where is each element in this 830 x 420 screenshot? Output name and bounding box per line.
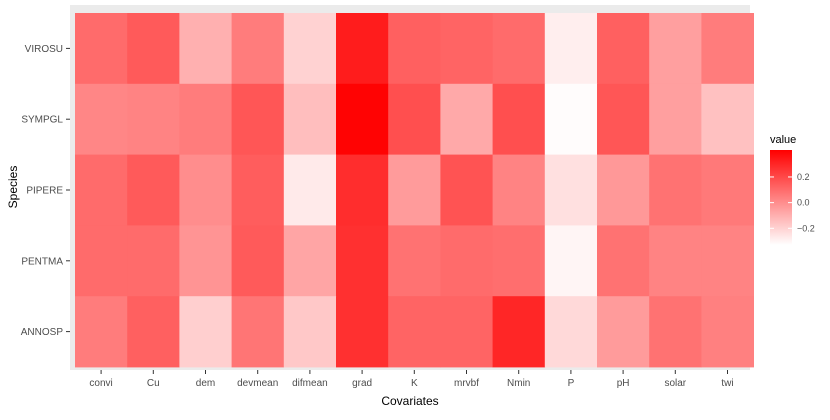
heatmap-cell-pipere-grad <box>336 154 389 226</box>
heatmap-cell-pipere-p <box>544 154 598 226</box>
heatmap-cell-pipere-mrvbf <box>440 154 493 226</box>
heatmap-cell-pentma-devmean <box>231 225 285 297</box>
heatmap-cell-pipere-k <box>388 154 441 226</box>
heatmap-cell-virosu-mrvbf <box>440 13 493 85</box>
x-tick-label: grad <box>352 378 372 389</box>
heatmap-cell-annosp-dem <box>179 296 232 368</box>
x-tick-label: convi <box>89 378 112 389</box>
heatmap-cell-virosu-p <box>544 13 598 85</box>
heatmap-cell-pentma-ph <box>597 225 650 297</box>
heatmap-cell-virosu-k <box>388 13 441 85</box>
x-tick-label: K <box>411 378 418 389</box>
heatmap-cell-annosp-cu <box>127 296 180 368</box>
heatmap-cell-annosp-p <box>544 296 598 368</box>
x-tick-label: Cu <box>147 378 160 389</box>
x-axis-title: Covariates <box>381 394 438 408</box>
x-tick-label: twi <box>721 378 733 389</box>
legend-tick-label: 0.0 <box>797 198 810 208</box>
y-tick-label: ANNOSP <box>21 327 64 338</box>
heatmap-cell-virosu-cu <box>127 13 180 85</box>
heatmap-cell-pipere-dem <box>179 154 232 226</box>
y-axis: VIROSU SYMPGL PIPERE PENTMA ANNOSP <box>21 44 70 338</box>
heatmap-cell-pentma-nmin <box>492 225 546 297</box>
heatmap-cell-pipere-twi <box>701 154 754 226</box>
heatmap-cell-sympgl-ph <box>597 83 650 155</box>
x-tick-label: dem <box>196 378 215 389</box>
heatmap-cell-pentma-k <box>388 225 441 297</box>
heatmap-cell-virosu-devmean <box>231 13 285 85</box>
heatmap-cell-annosp-grad <box>336 296 389 368</box>
heatmap-cell-pentma-convi <box>75 225 128 297</box>
y-tick-label: PENTMA <box>21 256 63 267</box>
heatmap-cell-pentma-dem <box>179 225 232 297</box>
heatmap-cell-annosp-solar <box>649 296 702 368</box>
color-legend: value 0.2 0.0 −0.2 <box>770 134 815 245</box>
heatmap-cell-sympgl-mrvbf <box>440 83 493 155</box>
heatmap-cell-virosu-dem <box>179 13 232 85</box>
heatmap-cell-pipere-difmean <box>283 154 337 226</box>
heatmap-cell-annosp-nmin <box>492 296 546 368</box>
heatmap-cell-sympgl-nmin <box>492 83 546 155</box>
y-tick-label: PIPERE <box>26 186 63 197</box>
heatmap-cell-sympgl-p <box>544 83 598 155</box>
heatmap-cell-pentma-grad <box>336 225 389 297</box>
legend-colorbar <box>770 150 792 245</box>
x-tick-label: mrvbf <box>454 378 479 389</box>
heatmap-cell-sympgl-dem <box>179 83 232 155</box>
heatmap-cell-pentma-mrvbf <box>440 225 493 297</box>
heatmap-cell-virosu-grad <box>336 13 389 85</box>
heatmap-cell-sympgl-twi <box>701 83 754 155</box>
heatmap-cell-annosp-convi <box>75 296 128 368</box>
heatmap-cells <box>75 13 754 368</box>
heatmap-cell-sympgl-difmean <box>283 83 337 155</box>
heatmap-cell-virosu-convi <box>75 13 128 85</box>
x-tick-label: Nmin <box>507 378 530 389</box>
heatmap-cell-pentma-difmean <box>283 225 337 297</box>
y-axis-title: Species <box>6 166 20 209</box>
heatmap-cell-annosp-difmean <box>283 296 337 368</box>
heatmap-cell-virosu-nmin <box>492 13 546 85</box>
heatmap-cell-virosu-solar <box>649 13 702 85</box>
heatmap-cell-sympgl-devmean <box>231 83 285 155</box>
heatmap-cell-virosu-ph <box>597 13 650 85</box>
legend-tick-label: −0.2 <box>797 223 815 233</box>
x-tick-label: difmean <box>292 378 328 389</box>
x-tick-label: devmean <box>237 378 278 389</box>
y-tick-label: SYMPGL <box>21 115 63 126</box>
heatmap-cell-sympgl-grad <box>336 83 389 155</box>
heatmap-cell-virosu-difmean <box>283 13 337 85</box>
y-tick-label: VIROSU <box>25 44 63 55</box>
heatmap-cell-pentma-solar <box>649 225 702 297</box>
heatmap-cell-pipere-nmin <box>492 154 546 226</box>
heatmap-cell-pipere-cu <box>127 154 180 226</box>
heatmap-cell-pipere-devmean <box>231 154 285 226</box>
heatmap-cell-sympgl-cu <box>127 83 180 155</box>
heatmap-cell-pentma-p <box>544 225 598 297</box>
heatmap-cell-sympgl-k <box>388 83 441 155</box>
heatmap-cell-sympgl-convi <box>75 83 128 155</box>
heatmap-cell-virosu-twi <box>701 13 754 85</box>
heatmap-cell-annosp-devmean <box>231 296 285 368</box>
heatmap-cell-annosp-k <box>388 296 441 368</box>
heatmap-cell-pipere-ph <box>597 154 650 226</box>
heatmap-cell-annosp-twi <box>701 296 754 368</box>
heatmap-cell-annosp-mrvbf <box>440 296 493 368</box>
legend-tick-label: 0.2 <box>797 172 810 182</box>
x-tick-label: P <box>568 378 575 389</box>
x-tick-label: pH <box>617 378 630 389</box>
heatmap-cell-pentma-cu <box>127 225 180 297</box>
heatmap-cell-sympgl-solar <box>649 83 702 155</box>
heatmap-cell-pentma-twi <box>701 225 754 297</box>
heatmap-cell-annosp-ph <box>597 296 650 368</box>
heatmap-cell-pipere-convi <box>75 154 128 226</box>
x-tick-label: solar <box>664 378 686 389</box>
legend-title: value <box>770 134 796 146</box>
heatmap-cell-pipere-solar <box>649 154 702 226</box>
